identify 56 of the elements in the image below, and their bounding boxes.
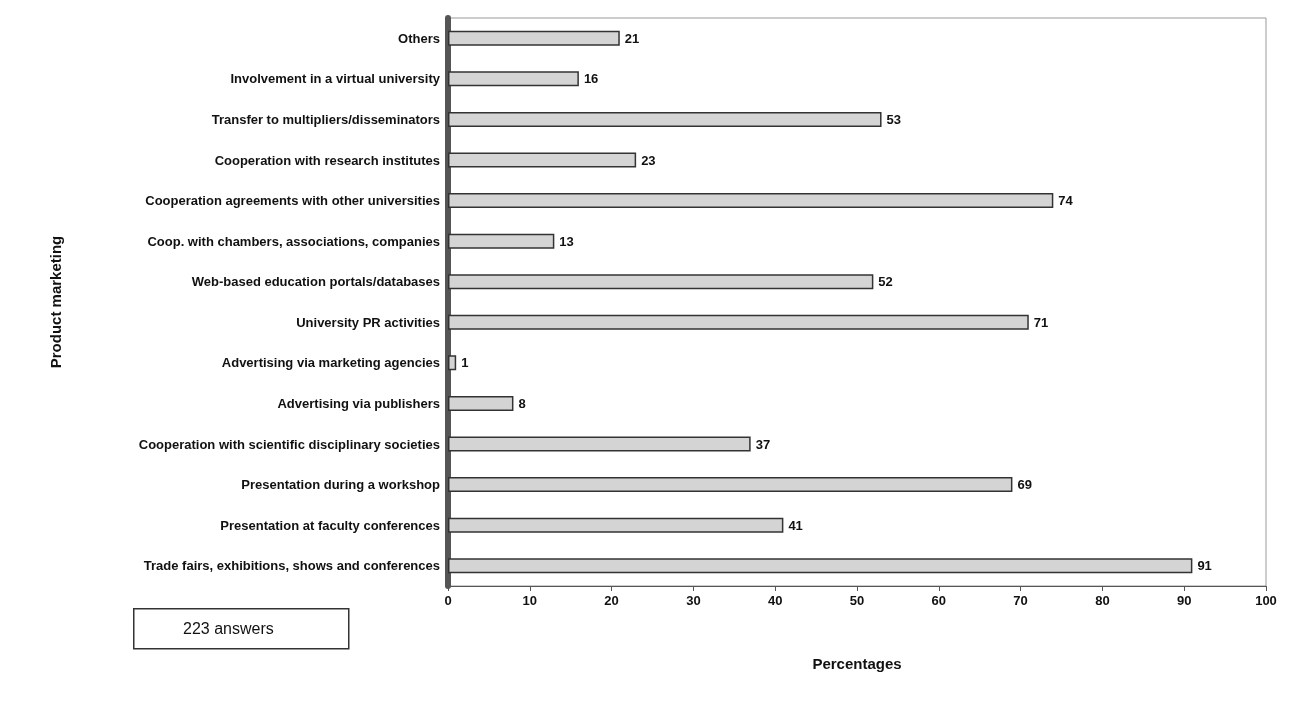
- bar: [448, 30, 620, 46]
- x-tick-label: 90: [1176, 593, 1192, 608]
- x-tick-label: 50: [849, 593, 865, 608]
- text: 223 answers: [183, 619, 274, 637]
- data-label: 13: [559, 233, 574, 249]
- x-tick-label: 80: [1095, 593, 1110, 608]
- x-tick-label: 30: [686, 593, 701, 608]
- y-tick-label: Cooperation agreements with other universities: [145, 193, 440, 209]
- bar: [448, 111, 882, 127]
- data-label: 69: [1017, 477, 1032, 493]
- bar: [448, 395, 514, 411]
- data-label: 37: [755, 436, 771, 452]
- data-label: 74: [1058, 193, 1074, 209]
- bar: [448, 436, 751, 452]
- y-tick-label: Web-based education portals/databases: [191, 274, 440, 290]
- x-axis-title: Percentages: [812, 655, 902, 672]
- x-tick-label: 10: [522, 593, 538, 608]
- bar: [448, 193, 1054, 209]
- data-label: 71: [1033, 314, 1049, 330]
- x-tick-label: 100: [1255, 593, 1277, 608]
- bar: [448, 233, 555, 249]
- x-tick-label: 40: [767, 593, 783, 608]
- bar: [448, 314, 1029, 330]
- y-tick-label: Advertising via publishers: [277, 395, 440, 411]
- bar: [448, 152, 637, 168]
- y-axis-title: Product marketing: [47, 235, 64, 369]
- bar: [448, 558, 1193, 574]
- x-tick-label: 60: [931, 593, 947, 608]
- y-tick-label: Involvement in a virtual university: [230, 71, 441, 87]
- data-label: 23: [641, 152, 656, 168]
- data-label: 91: [1197, 558, 1212, 574]
- bar: [448, 517, 784, 533]
- bar: [448, 477, 1013, 493]
- bar: [448, 274, 874, 290]
- data-label: 41: [788, 517, 803, 533]
- data-label: 53: [886, 111, 902, 127]
- y-tick-label: Cooperation with scientific disciplinary societies: [138, 436, 440, 452]
- data-label: 1: [461, 355, 469, 371]
- data-label: 21: [624, 30, 640, 46]
- y-tick-label: University PR activities: [296, 314, 440, 330]
- x-tick-label: 70: [1013, 593, 1028, 608]
- data-label: 52: [878, 274, 893, 290]
- x-tick-label: 20: [604, 593, 619, 608]
- y-tick-label: Advertising via marketing agencies: [221, 355, 440, 371]
- y-tick-label: Presentation at faculty conferences: [220, 517, 440, 533]
- y-tick-label: Coop. with chambers, associations, companies: [147, 233, 440, 249]
- x-tick-label: 0: [444, 593, 452, 608]
- y-tick-label: Presentation during a workshop: [241, 477, 441, 493]
- bar: [448, 71, 579, 87]
- bar: [448, 355, 457, 371]
- y-tick-label: Cooperation with research institutes: [214, 152, 440, 168]
- y-tick-label: Others: [398, 30, 440, 46]
- data-label: 8: [518, 395, 526, 411]
- y-tick-label: Transfer to multipliers/disseminators: [211, 111, 440, 127]
- data-label: 16: [583, 71, 599, 87]
- y-tick-label: Trade fairs, exhibitions, shows and conferences: [143, 558, 440, 574]
